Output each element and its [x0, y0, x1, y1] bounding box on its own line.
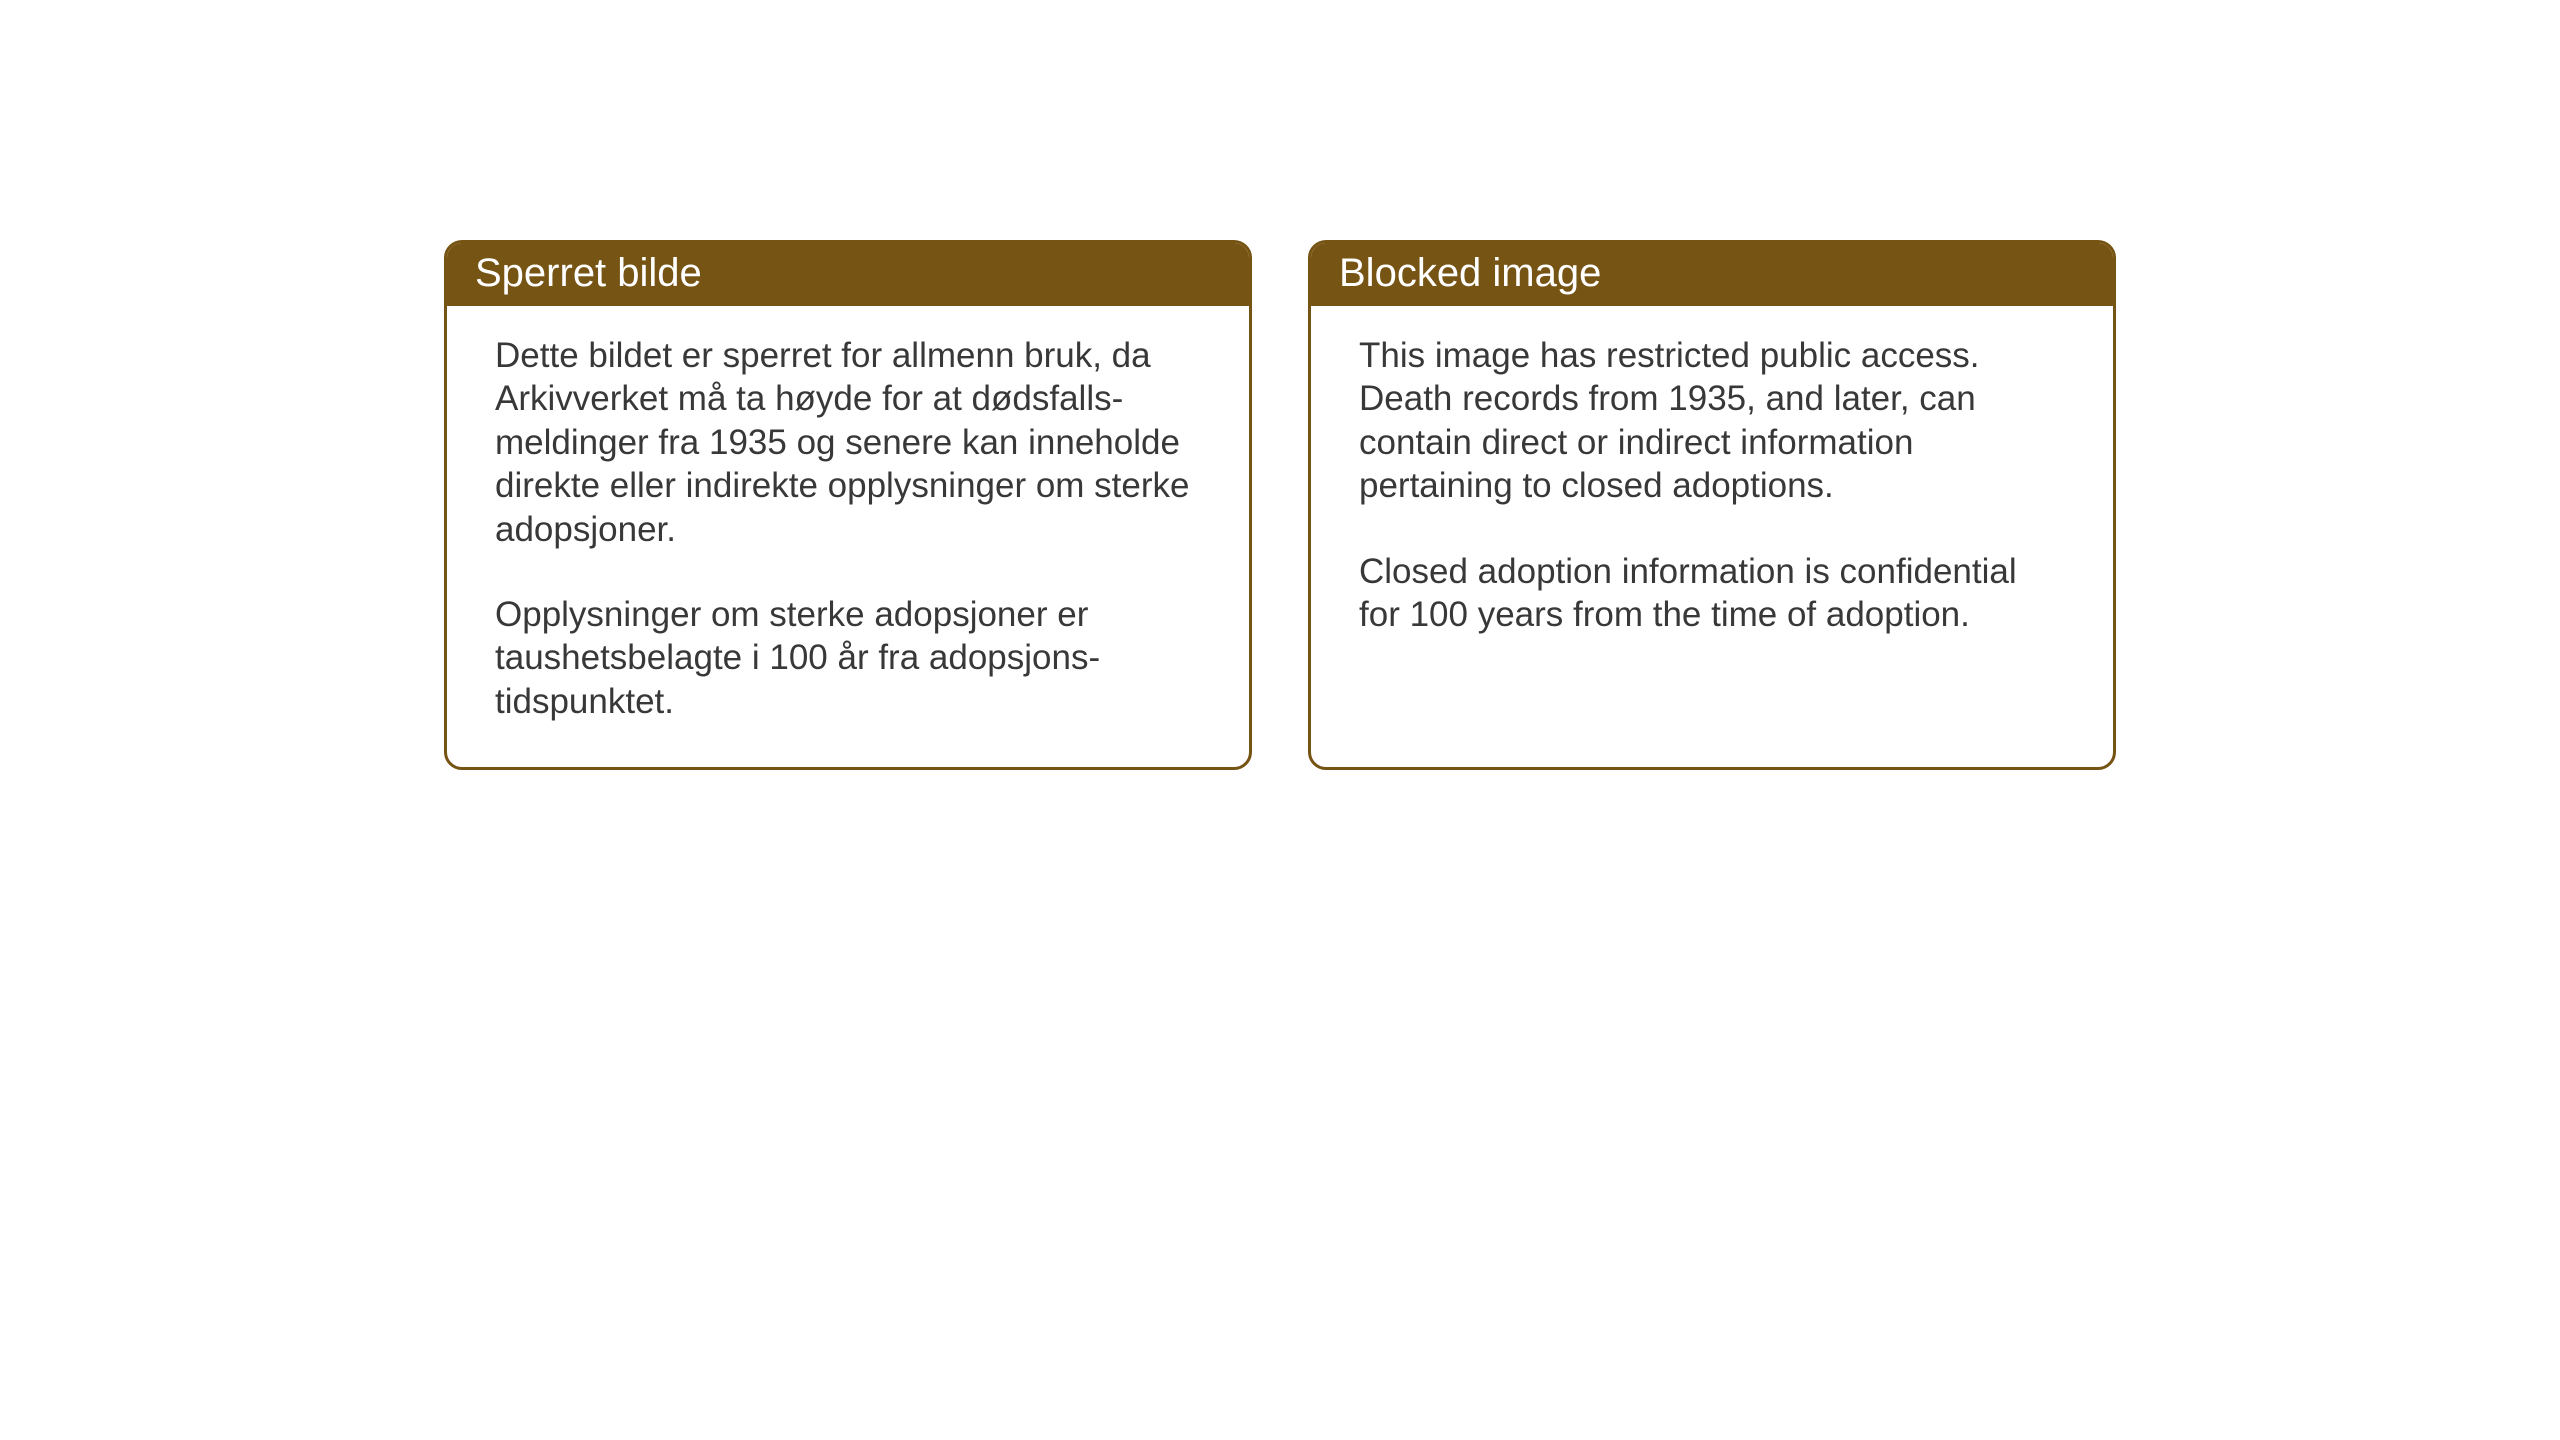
notice-header-english: Blocked image	[1311, 243, 2113, 306]
notice-paragraph-2-english: Closed adoption information is confident…	[1359, 550, 2065, 637]
notice-title-norwegian: Sperret bilde	[475, 251, 702, 295]
notice-header-norwegian: Sperret bilde	[447, 243, 1249, 306]
notice-paragraph-1-english: This image has restricted public access.…	[1359, 334, 2065, 508]
notice-paragraph-1-norwegian: Dette bildet er sperret for allmenn bruk…	[495, 334, 1201, 551]
notice-title-english: Blocked image	[1339, 251, 1601, 295]
notices-container: Sperret bilde Dette bildet er sperret fo…	[444, 240, 2116, 770]
notice-box-english: Blocked image This image has restricted …	[1308, 240, 2116, 770]
notice-box-norwegian: Sperret bilde Dette bildet er sperret fo…	[444, 240, 1252, 770]
notice-body-english: This image has restricted public access.…	[1311, 306, 2113, 680]
notice-body-norwegian: Dette bildet er sperret for allmenn bruk…	[447, 306, 1249, 767]
notice-paragraph-2-norwegian: Opplysninger om sterke adopsjoner er tau…	[495, 593, 1201, 723]
